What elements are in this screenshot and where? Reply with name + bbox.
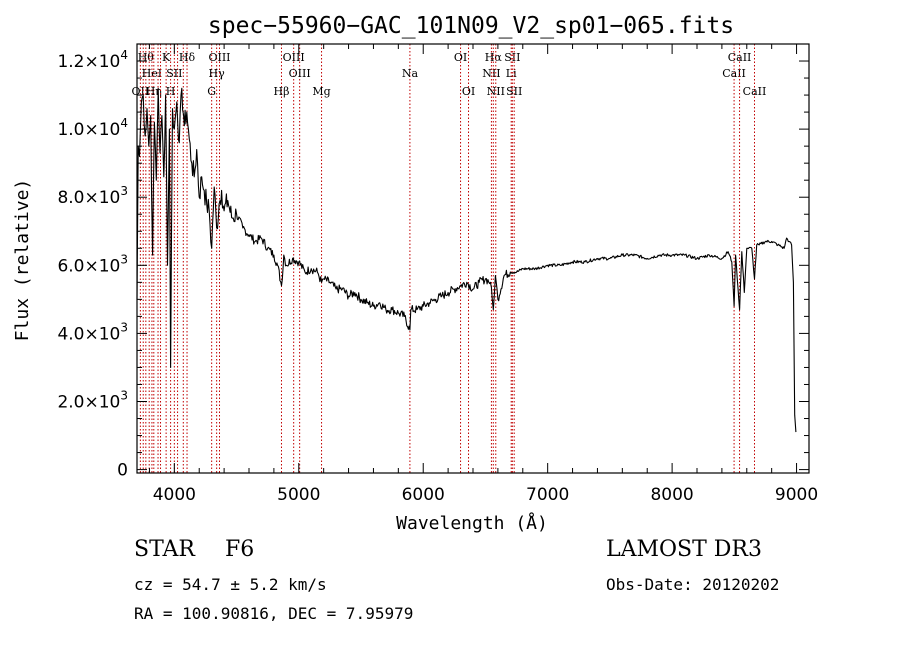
line-marker-label: K [162, 51, 171, 64]
obs-date-readout: Obs-Date: 20120202 [606, 575, 780, 594]
line-marker-label: CaII [728, 51, 752, 64]
y-tick-label: 2.0×103 [57, 389, 128, 413]
line-marker-label: NII [487, 85, 505, 98]
coordinates-readout: RA = 100.90816, DEC = 7.95979 [134, 604, 414, 623]
line-marker-label: OIII [208, 51, 230, 64]
spectral-class: STAR F6 [134, 537, 254, 562]
x-axis-label: Wavelength (Å) [396, 512, 548, 534]
line-marker-label: Hγ [209, 67, 226, 80]
x-tick-label: 6000 [402, 485, 445, 505]
line-marker-label: H [166, 85, 176, 98]
y-tick-label: 4.0×103 [57, 320, 128, 344]
line-marker-label: CaII [722, 67, 746, 80]
line-marker-label: Na [402, 67, 419, 80]
line-marker-label: Hβ [274, 85, 290, 98]
y-tick-label: 6.0×103 [57, 252, 128, 276]
line-marker-label: SII [504, 51, 520, 64]
chart-title: spec−55960−GAC_101N09_V2_sp01−065.fits [208, 13, 734, 39]
survey-label: LAMOST DR3 [606, 537, 762, 562]
line-marker-label: OIII [289, 67, 311, 80]
y-tick-label: 1.2×104 [57, 48, 128, 72]
line-marker-label: Hη [146, 85, 162, 98]
line-marker-layer: OIIHθHeIHηKHSIIHδGHγOIIIHβOIIIOIIIMgNaOI… [132, 44, 767, 473]
line-marker-label: OI [462, 85, 475, 98]
x-tick-label: 9000 [775, 485, 818, 505]
line-marker-label: SII [166, 67, 182, 80]
line-marker-label: CaII [743, 85, 767, 98]
line-marker-label: Hδ [179, 51, 196, 64]
line-marker-label: OI [454, 51, 467, 64]
subclass-label: F6 [225, 537, 255, 562]
line-marker-label: Mg [312, 85, 330, 98]
line-marker-label: G [207, 85, 216, 98]
plot-frame [136, 43, 810, 474]
axes-layer: 4000 5000 6000 7000 8000 9000 0 2.0×103 4.0×103 6… [57, 43, 818, 505]
spectrum-layer [136, 87, 797, 433]
x-tick-label: 7000 [526, 485, 569, 505]
x-tick-label: 8000 [650, 485, 693, 505]
y-tick-label: 0 [117, 461, 128, 481]
line-marker-label: Li [506, 67, 517, 80]
x-tick-label: 4000 [153, 485, 196, 505]
y-axis-label: Flux (relative) [12, 179, 33, 342]
x-tick-label: 5000 [277, 485, 320, 505]
line-marker-label: NII [482, 67, 500, 80]
line-marker-label: OIII [283, 51, 305, 64]
line-marker-label: SII [506, 85, 522, 98]
class-label: STAR [134, 537, 195, 562]
y-tick-label: 1.0×104 [57, 116, 128, 140]
spectrum-line [136, 87, 797, 433]
y-tick-label: 8.0×103 [57, 184, 128, 208]
redshift-readout: cz = 54.7 ± 5.2 km/s [134, 575, 327, 594]
line-marker-label: Hα [485, 51, 503, 64]
line-marker-label: HeI [142, 67, 162, 80]
line-marker-label: OII [132, 85, 150, 98]
